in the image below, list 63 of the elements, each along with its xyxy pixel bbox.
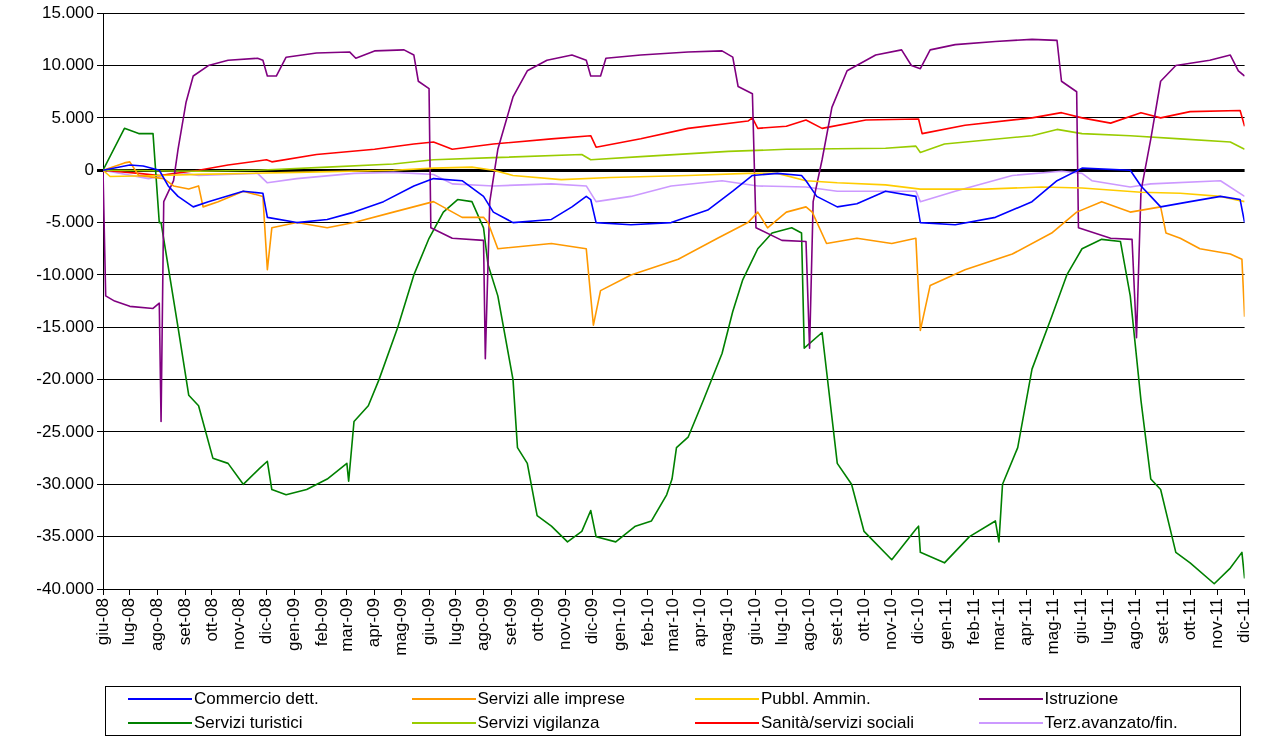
y-tick-label: -40.000 [36,578,94,598]
x-tick-label: set-08 [174,598,194,646]
x-tick-label: set-09 [500,598,520,646]
x-tick-label: mar-09 [336,598,356,652]
x-tick-label: gen-09 [283,598,303,651]
y-tick-label: 10.000 [42,55,94,75]
legend-label: Terz.avanzato/fin. [1044,712,1178,734]
x-tick-label: nov-10 [881,598,901,650]
x-tick-label: lug-11 [1097,598,1117,644]
y-tick-label: -20.000 [36,369,94,389]
x-tick-label: mag-11 [1043,598,1063,655]
x-tick-label: gen-11 [935,598,955,650]
y-tick-label: -35.000 [36,526,94,546]
legend-label: Istruzione [1044,688,1119,710]
x-tick-label: gen-10 [609,598,629,651]
x-tick-label: ago-08 [147,598,167,651]
x-tick-label: feb-09 [311,598,331,647]
x-tick-label: feb-11 [963,598,983,645]
x-tick-label: dic-08 [256,598,276,645]
x-tick-label: nov-11 [1207,598,1227,649]
x-tick-label: dic-10 [908,598,928,645]
x-tick-label: ott-11 [1179,598,1199,641]
x-tick-label: ott-08 [201,598,221,642]
x-tick-label: set-11 [1153,598,1172,644]
x-tick-label: mar-11 [988,598,1008,651]
x-tick-label: giu-08 [92,598,112,646]
y-tick-label: -5.000 [45,212,94,232]
x-tick-label: apr-10 [690,598,710,648]
y-tick-label: -15.000 [36,316,94,336]
x-tick-label: giu-09 [418,598,438,646]
legend-label: Servizi vigilanza [477,712,600,734]
y-tick-label: -30.000 [36,474,94,493]
x-tick-label: set-10 [826,598,846,646]
x-tick-label: giu-11 [1070,598,1090,644]
x-tick-label: lug-08 [119,598,139,646]
x-tick-label: nov-08 [229,598,249,650]
legend-label: Servizi turistici [194,712,303,734]
x-tick-label: apr-11 [1016,598,1036,646]
legend-label: Sanità/servizi sociali [761,712,915,734]
x-tick-label: lug-10 [771,598,791,646]
x-tick-label: lug-09 [445,598,465,646]
x-tick-label: dic-09 [582,598,602,645]
x-tick-label: apr-09 [364,598,384,648]
x-tick-label: ott-10 [853,598,873,642]
y-tick-label: 5.000 [51,107,94,127]
x-tick-label: dic-11 [1234,598,1254,644]
x-tick-label: mar-10 [662,598,682,652]
x-tick-label: mag-10 [717,598,737,656]
x-tick-label: ago-09 [473,598,493,651]
x-tick-label: nov-09 [555,598,575,650]
x-tick-label: mag-09 [391,598,411,656]
y-tick-label: 15.000 [42,2,94,22]
x-tick-label: giu-10 [744,598,764,646]
y-tick-label: -10.000 [36,264,94,284]
x-tick-label: ago-10 [799,598,819,651]
legend-label: Servizi alle imprese [477,688,625,710]
y-tick-label: 0 [84,159,94,179]
x-tick-label: feb-10 [637,598,657,647]
legend-label: Commercio dett. [194,688,319,710]
y-tick-label: -25.000 [36,421,94,441]
x-tick-label: ago-11 [1125,598,1145,650]
legend-label: Pubbl. Ammin. [761,688,871,710]
x-tick-label: ott-09 [527,598,547,642]
